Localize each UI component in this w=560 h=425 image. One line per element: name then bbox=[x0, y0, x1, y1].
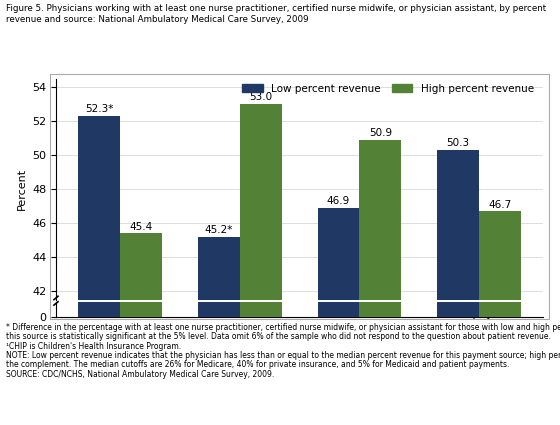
Bar bbox=[240, 302, 282, 317]
Text: the complement. The median cutoffs are 26% for Medicare, 40% for private insuran: the complement. The median cutoffs are 2… bbox=[6, 360, 509, 369]
Text: 50.9: 50.9 bbox=[369, 128, 392, 138]
Bar bbox=[318, 208, 360, 425]
Legend: Low percent revenue, High percent revenue: Low percent revenue, High percent revenu… bbox=[238, 79, 538, 98]
Text: 52.3*: 52.3* bbox=[85, 104, 113, 114]
Y-axis label: Percent: Percent bbox=[16, 168, 26, 210]
Bar bbox=[120, 233, 162, 425]
Bar bbox=[78, 302, 120, 317]
Text: ¹CHIP is Children's Health Insurance Program.: ¹CHIP is Children's Health Insurance Pro… bbox=[6, 342, 181, 351]
Bar bbox=[437, 150, 479, 425]
Bar bbox=[198, 237, 240, 425]
Bar bbox=[198, 302, 240, 317]
Text: 46.9: 46.9 bbox=[327, 196, 350, 206]
Text: SOURCE: CDC/NCHS, National Ambulatory Medical Care Survey, 2009.: SOURCE: CDC/NCHS, National Ambulatory Me… bbox=[6, 370, 274, 379]
Text: this source is statistically significant at the 5% level. Data omit 6% of the sa: this source is statistically significant… bbox=[6, 332, 550, 341]
Bar bbox=[479, 302, 521, 317]
Bar bbox=[479, 211, 521, 425]
Text: 53.0: 53.0 bbox=[249, 92, 272, 102]
Text: 50.3: 50.3 bbox=[447, 138, 470, 148]
Text: Figure 5. Physicians working with at least one nurse practitioner, certified nur: Figure 5. Physicians working with at lea… bbox=[6, 4, 546, 13]
Bar bbox=[360, 140, 402, 425]
Text: revenue and source: National Ambulatory Medical Care Survey, 2009: revenue and source: National Ambulatory … bbox=[6, 15, 308, 24]
Text: NOTE: Low percent revenue indicates that the physician has less than or equal to: NOTE: Low percent revenue indicates that… bbox=[6, 351, 560, 360]
Text: * Difference in the percentage with at least one nurse practitioner, certified n: * Difference in the percentage with at l… bbox=[6, 323, 560, 332]
Text: 45.4: 45.4 bbox=[129, 221, 153, 232]
Bar bbox=[78, 116, 120, 425]
Text: 46.7: 46.7 bbox=[488, 199, 512, 210]
Bar bbox=[360, 302, 402, 317]
Text: 45.2*: 45.2* bbox=[204, 225, 233, 235]
Bar bbox=[318, 302, 360, 317]
Bar bbox=[437, 302, 479, 317]
Bar bbox=[120, 302, 162, 317]
Bar bbox=[240, 104, 282, 425]
